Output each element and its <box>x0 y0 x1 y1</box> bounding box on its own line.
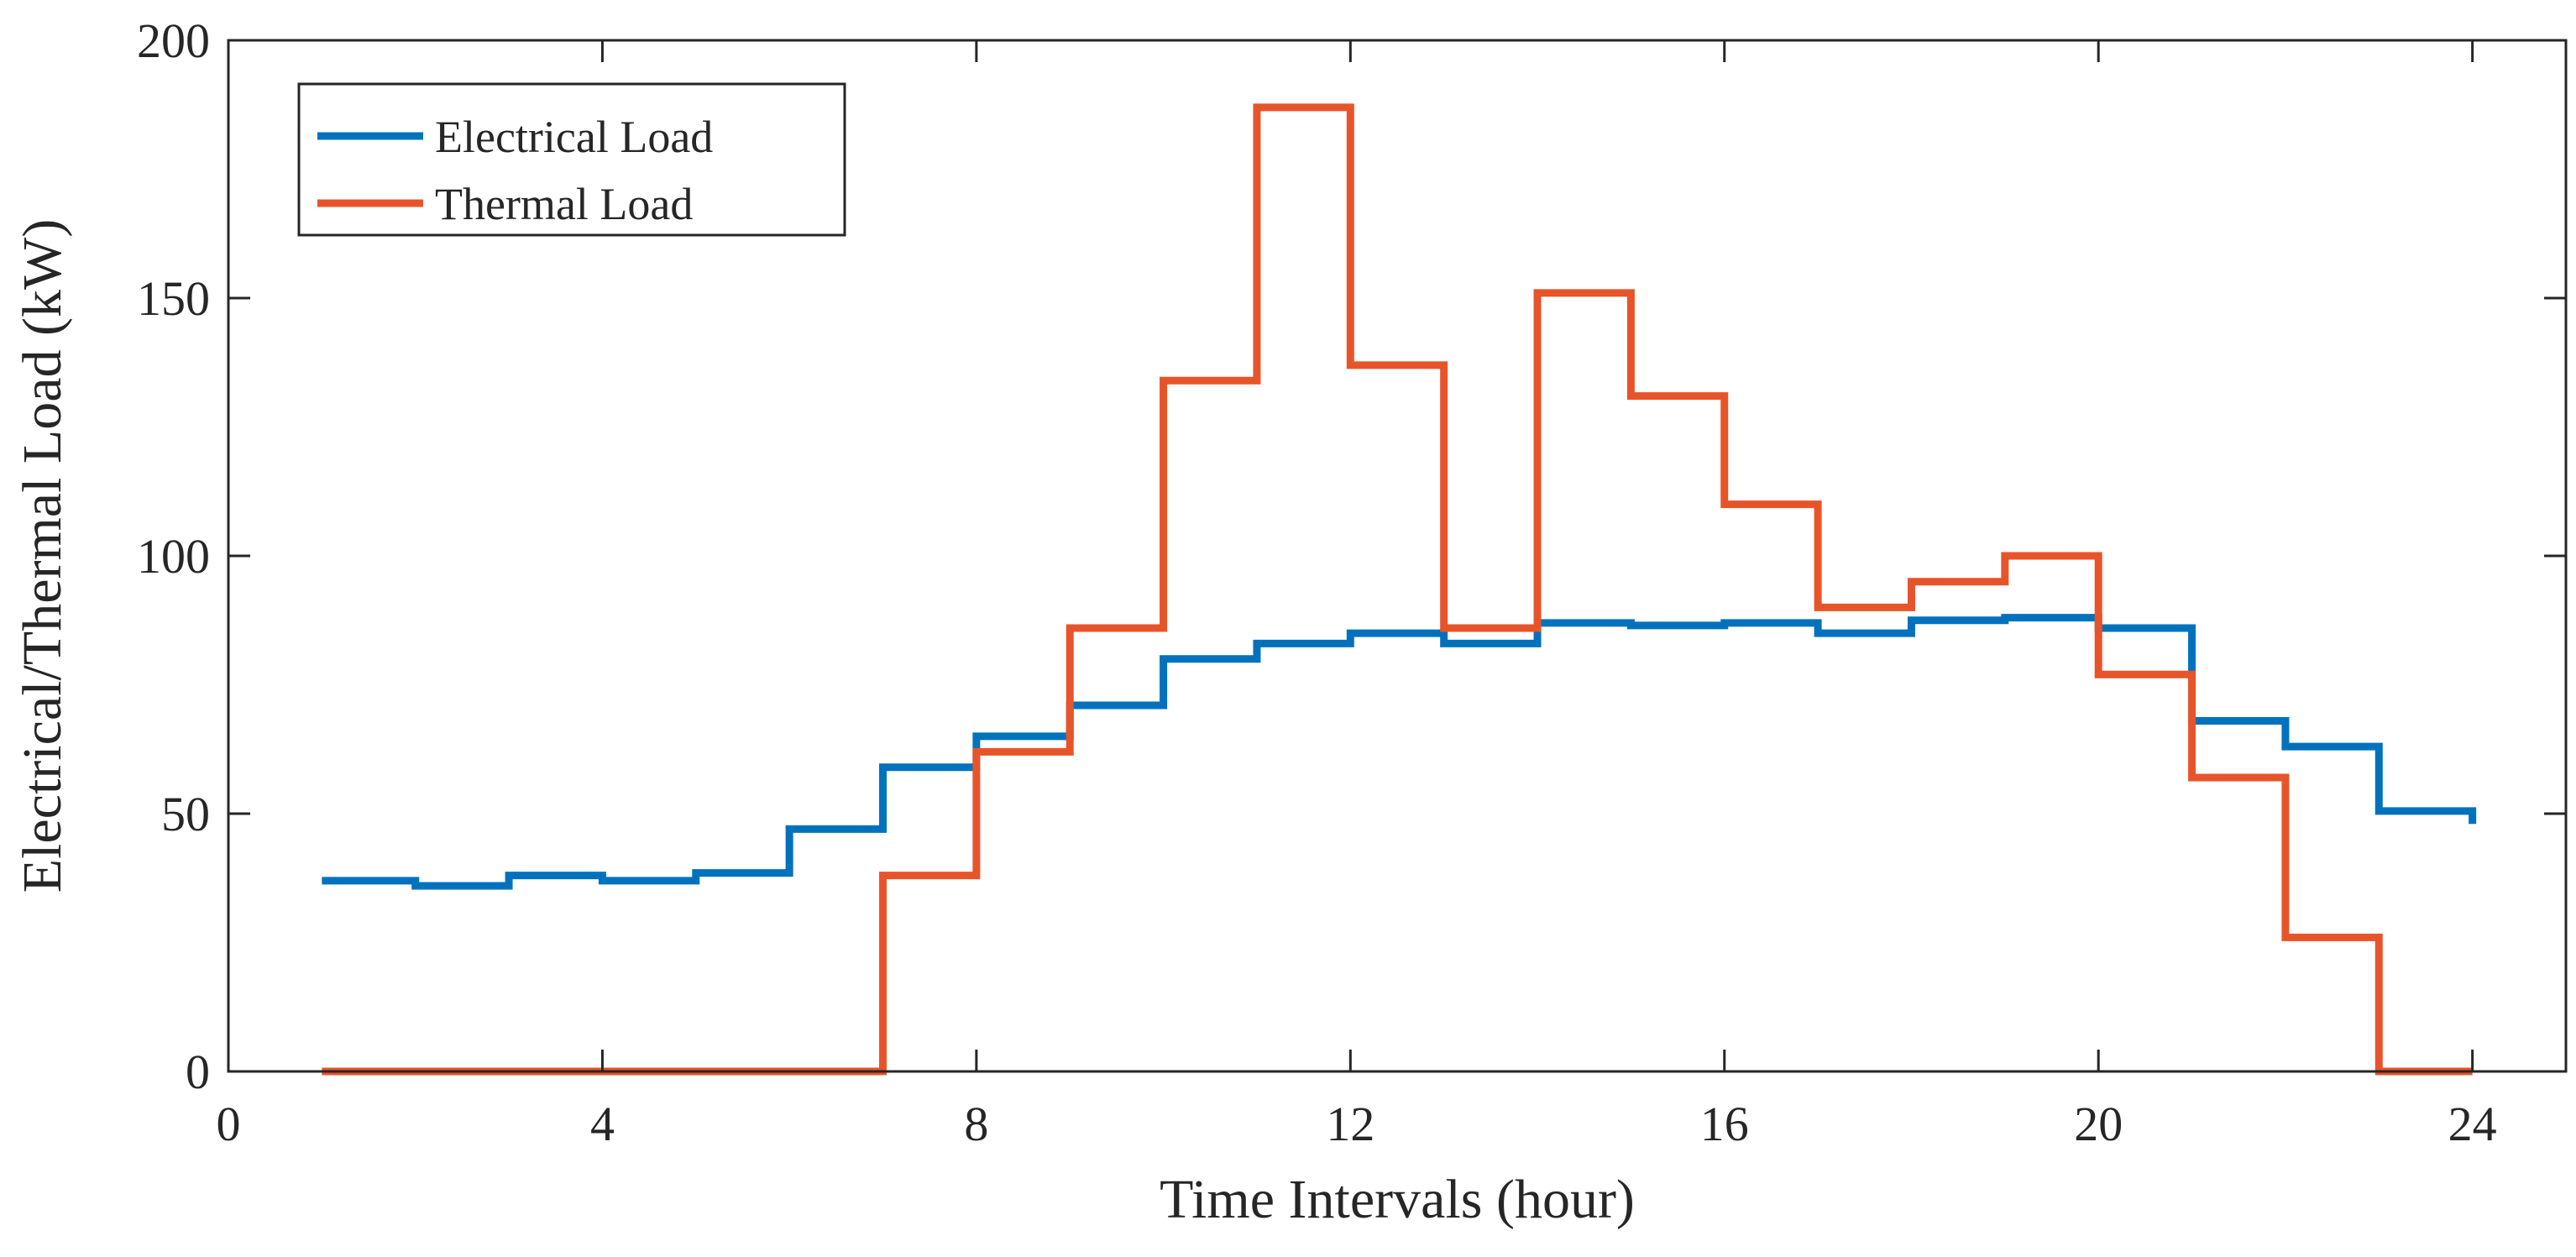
x-tick-label: 20 <box>2074 1097 2123 1151</box>
axes-layer: 0 4 8 12 16 20 24 0 50 100 150 200 Time Intervals (h… <box>12 13 2568 1230</box>
series-line-electrical <box>322 614 2477 890</box>
y-axis-title: Electrical/Thermal Load (kW) <box>12 219 73 893</box>
x-tick-label: 8 <box>964 1097 988 1151</box>
legend-label-electrical: Electrical Load <box>435 112 713 162</box>
y-tick-label: 0 <box>186 1045 210 1099</box>
y-tick-label: 100 <box>137 529 210 584</box>
legend: Electrical Load Thermal Load <box>297 82 846 237</box>
series-layer <box>322 103 2477 1076</box>
x-tick-label: 0 <box>217 1097 241 1151</box>
legend-box <box>297 82 846 237</box>
y-tick-label: 50 <box>161 787 210 841</box>
x-tick-label: 4 <box>590 1097 615 1151</box>
x-tick-label: 24 <box>2448 1097 2497 1151</box>
x-axis-title: Time Intervals (hour) <box>1160 1169 1635 1230</box>
x-tick-label: 12 <box>1326 1097 1374 1151</box>
y-tick-label: 150 <box>137 271 210 326</box>
legend-label-thermal: Thermal Load <box>435 179 693 229</box>
series-line-thermal <box>322 103 2473 1076</box>
x-tick-label: 16 <box>1700 1097 1749 1151</box>
y-tick-label: 200 <box>137 13 210 68</box>
